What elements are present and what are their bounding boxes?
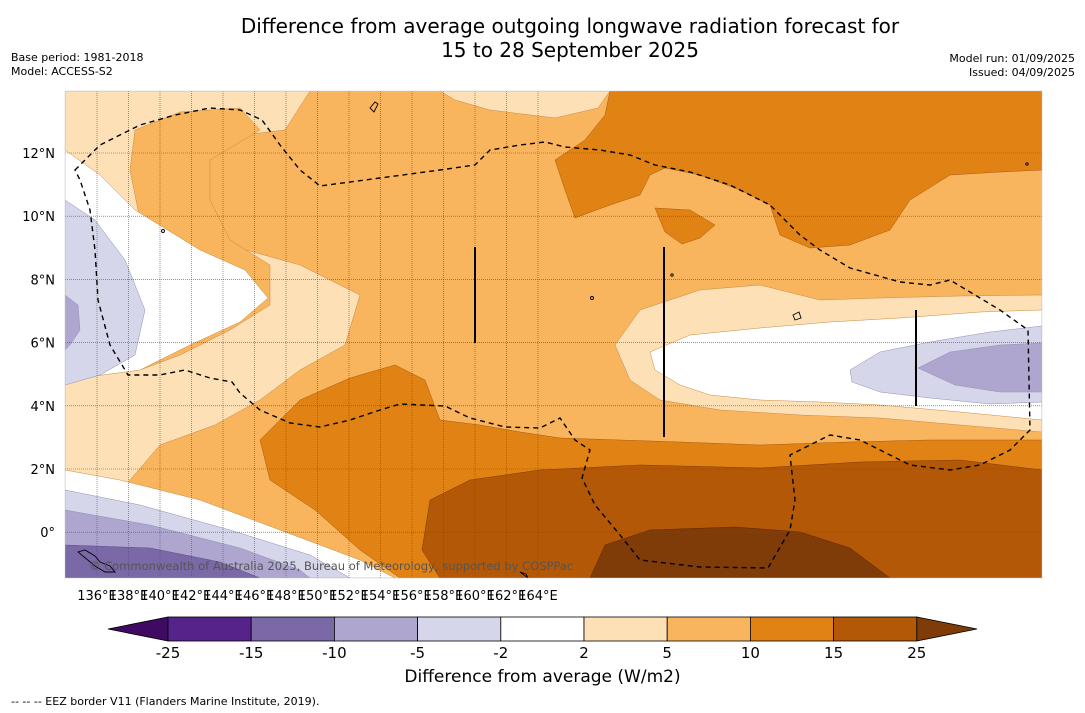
title-line-2: 15 to 28 September 2025 xyxy=(441,38,699,62)
colorbar-segment xyxy=(750,616,835,642)
latitude-tick-label: 4°N xyxy=(31,400,56,415)
title-line-1: Difference from average outgoing longwav… xyxy=(240,14,900,38)
colorbar-segment xyxy=(583,616,668,642)
map-title: Difference from average outgoing longwav… xyxy=(0,14,1085,62)
longitude-tick-label: 136°E xyxy=(77,589,117,604)
longitude-tick-label: 146°E xyxy=(235,589,275,604)
longitude-tick-label: 156°E xyxy=(392,589,432,604)
latitude-tick-label: 12°N xyxy=(22,147,55,162)
longitude-tick-label: 162°E xyxy=(487,589,527,604)
ola-band-neg5-east xyxy=(917,342,1042,393)
longitude-tick-label: 148°E xyxy=(266,589,306,604)
island-outline xyxy=(519,571,529,578)
longitude-tick-label: 158°E xyxy=(424,589,464,604)
ola-band-neg-west xyxy=(65,199,146,386)
island-outline xyxy=(1025,162,1029,166)
island-outlines xyxy=(77,101,1029,578)
longitude-tick-label: 150°E xyxy=(298,589,338,604)
latitude-tick-label: 10°N xyxy=(22,210,55,225)
colorbar-label: Difference from average (W/m2) xyxy=(404,667,681,687)
colorbar-tick-label: -10 xyxy=(322,644,347,662)
island-outline xyxy=(590,296,594,300)
colorbar-segment xyxy=(167,616,252,642)
island-outline xyxy=(670,273,674,277)
issued-date: Issued: 04/09/2025 xyxy=(968,66,1075,79)
colorbar-segment xyxy=(666,616,751,642)
colorbar: -25 -15 -10 -5 -2 2 5 10 15 25 xyxy=(107,616,978,662)
island-outline xyxy=(77,549,116,573)
latitude-tick-label: 2°N xyxy=(31,463,56,478)
ola-band-neg10-sw xyxy=(65,544,261,578)
base-period: Base period: 1981-2018 xyxy=(11,51,144,64)
ola-band-15-25-south xyxy=(421,459,1042,578)
boundary-lines xyxy=(474,247,917,437)
model-run: Model run: 01/09/2025 xyxy=(949,52,1075,65)
longitude-tick-label: 142°E xyxy=(172,589,212,604)
longitude-tick-labels: 136°E138°E140°E142°E144°E146°E148°E150°E… xyxy=(77,589,558,604)
colorbar-segment xyxy=(500,616,585,642)
longitude-tick-label: 152°E xyxy=(329,589,369,604)
ola-band-over-25-south xyxy=(589,526,891,578)
latitude-tick-labels: 12°N 10°N 8°N 6°N 4°N 2°N 0° xyxy=(22,147,55,541)
ola-band-10-15-isle xyxy=(654,207,716,245)
longitude-tick-label: 138°E xyxy=(109,589,149,604)
latitude-tick-label: 6°N xyxy=(31,337,56,352)
colorbar-tick-label: -25 xyxy=(156,644,181,662)
longitude-tick-label: 154°E xyxy=(361,589,401,604)
map-panel: © Commonwealth of Australia 2025, Bureau… xyxy=(65,91,1042,578)
island-outline xyxy=(369,101,379,113)
colorbar-extend-high xyxy=(916,616,978,642)
colorbar-tick-label: 5 xyxy=(662,644,672,662)
ola-band-2-5-north xyxy=(439,91,611,119)
colorbar-tick-label: 10 xyxy=(741,644,760,662)
model-name: Model: ACCESS-S2 xyxy=(11,65,113,78)
colorbar-tick-label: -5 xyxy=(410,644,425,662)
island-outline xyxy=(161,229,165,233)
latitude-tick-label: 8°N xyxy=(31,273,56,288)
latitude-tick-label: 0° xyxy=(40,526,55,541)
colorbar-segment xyxy=(417,616,502,642)
ola-band-neg5-west xyxy=(65,294,81,351)
base-period-info: Base period: 1981-2018 Model: ACCESS-S2 xyxy=(11,51,143,79)
colorbar-segment xyxy=(833,616,918,642)
longitude-tick-label: 164°E xyxy=(518,589,558,604)
eez-borders xyxy=(74,107,1031,569)
colorbar-extend-low xyxy=(107,616,169,642)
map-frame xyxy=(64,90,1043,579)
colorbar-segment xyxy=(250,616,335,642)
graticule xyxy=(65,91,1042,578)
colorbar-tick-label: -2 xyxy=(493,644,508,662)
model-run-info: Model run: 01/09/2025 Issued: 04/09/2025 xyxy=(949,52,1075,80)
colorbar-tick-label: 2 xyxy=(579,644,589,662)
colorbar-tick-label: 25 xyxy=(907,644,926,662)
island-outline xyxy=(792,311,802,321)
longitude-tick-label: 144°E xyxy=(203,589,243,604)
colorbar-tick-label: 15 xyxy=(824,644,843,662)
longitude-tick-label: 140°E xyxy=(140,589,180,604)
copyright-notice: © Commonwealth of Australia 2025, Bureau… xyxy=(89,559,573,573)
colorbar-segment xyxy=(333,616,418,642)
eez-legend: -- -- -- EEZ border V11 (Flanders Marine… xyxy=(11,695,320,708)
longitude-tick-label: 160°E xyxy=(455,589,495,604)
colorbar-tick-label: -15 xyxy=(239,644,264,662)
eez-border-palau xyxy=(74,107,1031,569)
